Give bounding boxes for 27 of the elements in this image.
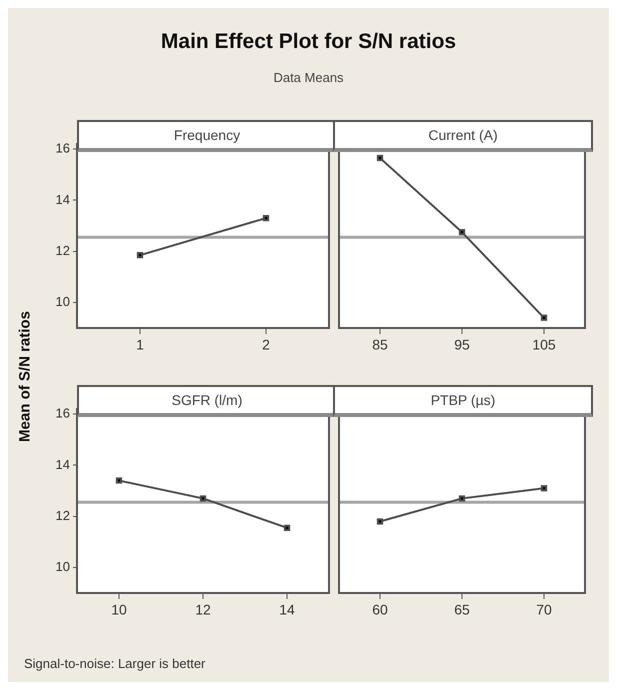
x-tick-label: 10 [111, 601, 127, 618]
chart-title: SGFR (l/m) [170, 391, 244, 410]
y-tick-label: 14 [56, 192, 70, 207]
chart-title: Current (A) [427, 126, 499, 145]
chart-title: PTBP (µs) [430, 391, 496, 410]
chart-title: Frequency [172, 126, 242, 145]
x-tick-label: 105 [532, 336, 556, 352]
text: Main Effect Plot for S/N ratios [160, 30, 458, 54]
text: Signal-to-noise: Larger is better [24, 656, 206, 671]
x-tick-label: 1 [136, 336, 144, 352]
y-tick-label: 14 [56, 456, 70, 472]
y-tick-label: 10 [56, 294, 70, 310]
x-tick-label: 65 [454, 601, 470, 618]
x-tick-label: 70 [536, 601, 552, 618]
text: Data Means [272, 70, 345, 85]
x-tick-label: 2 [262, 336, 270, 352]
y-tick-label: 12 [56, 508, 70, 523]
x-tick-label: 60 [372, 601, 388, 618]
x-tick-label: 12 [195, 601, 211, 618]
y-tick-label: 10 [56, 559, 70, 574]
y-tick-label: 16 [56, 140, 70, 156]
text: Mean of S/N ratios [16, 310, 34, 444]
x-tick-label: 14 [279, 601, 295, 618]
y-tick-label: 12 [56, 242, 70, 258]
y-tick-label: 16 [56, 406, 70, 421]
x-tick-label: 85 [372, 336, 388, 352]
x-tick-label: 95 [454, 336, 470, 352]
